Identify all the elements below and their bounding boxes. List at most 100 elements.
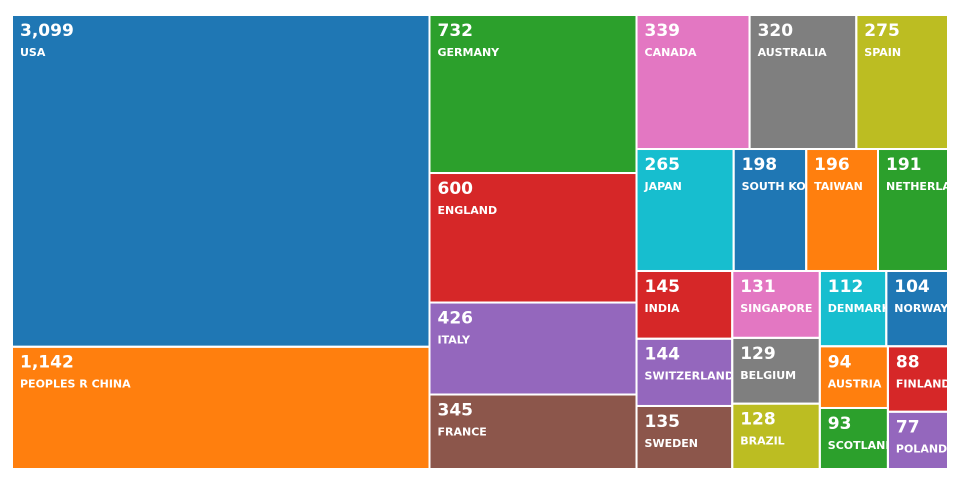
tile-value: 112 [828,277,864,297]
tile-value: 320 [758,21,794,41]
tile-rect [430,16,636,173]
tile-rect [888,412,947,468]
tile-value: 339 [645,21,681,41]
tile: 198 SOUTH KOREA [734,150,831,270]
tile-label: ENGLAND [437,204,497,217]
tile-label: POLAND [896,443,947,456]
tile-label: CANADA [645,46,697,59]
tile-label: INDIA [645,302,681,315]
tile-value: 196 [814,155,850,175]
tile-rect [637,406,732,468]
tile-label: AUSTRALIA [758,46,828,59]
tile: 732 GERMANY [430,16,636,173]
tile: 94 AUSTRIA [820,347,887,407]
tile: 131 SINGAPORE [733,271,819,337]
tile-label: FRANCE [437,426,486,439]
tile: 339 CANADA [637,16,749,149]
tile: 1,142 PEOPLES R CHINA [13,347,429,468]
tile-value: 88 [896,352,920,372]
tile-label: PEOPLES R CHINA [20,378,131,391]
tile-label: SWITZERLAND [645,370,734,383]
tile: 265 JAPAN [637,150,733,270]
tile-value: 426 [437,309,473,329]
tile-rect [857,16,947,149]
tile-value: 191 [886,155,922,175]
tile-rect [733,271,819,337]
tile: 104 NORWAY [887,271,949,346]
tile-value: 198 [742,155,778,175]
tile-label: SPAIN [864,46,901,59]
tile-rect [430,303,636,394]
tile: 345 FRANCE [430,395,636,468]
tile-label: USA [20,46,46,59]
tile-label: SINGAPORE [740,302,812,315]
tile-value: 3,099 [20,21,74,41]
tile-label: NORWAY [894,302,949,315]
tile: 144 SWITZERLAND [637,339,734,405]
tile-rect [637,271,732,338]
tile: 112 DENMARK [820,271,891,346]
tile: 135 SWEDEN [637,406,732,468]
tile: 191 NETHERLANDS [879,150,963,270]
tile: 128 BRAZIL [733,404,819,468]
tile-label: AUSTRIA [828,377,882,390]
tile-value: 732 [437,21,473,41]
tile-value: 265 [645,155,681,175]
tile-value: 104 [894,277,930,297]
tile-value: 128 [740,410,776,430]
tile: 426 ITALY [430,303,636,394]
tile-label: BRAZIL [740,435,784,448]
tile-rect [430,395,636,468]
tile-label: NETHERLANDS [886,180,963,193]
tile-value: 129 [740,344,776,364]
tile-label: FINLAND [896,377,951,390]
tile-value: 345 [437,401,473,421]
tile: 145 INDIA [637,271,732,338]
tile-label: SWEDEN [645,437,698,450]
tile-rect [888,347,947,411]
tile-value: 77 [896,418,920,438]
tile-rect [430,174,636,302]
tile-rect [820,347,887,407]
tile-rect [734,150,806,270]
tile-label: DENMARK [828,302,891,315]
tile-value: 93 [828,414,852,434]
tile: 320 AUSTRALIA [750,16,856,149]
tile-rect [637,150,733,270]
tile-value: 131 [740,277,776,297]
tile-rect [733,338,819,403]
tile: 3,099 USA [13,16,429,346]
tile-label: JAPAN [644,180,682,193]
tile: 93 SCOTLAND [820,408,895,468]
tile-rect [820,271,886,346]
tile-value: 1,142 [20,353,74,373]
tile: 77 POLAND [888,412,947,468]
tile-rect [820,408,887,468]
tile-label: BELGIUM [740,369,796,382]
tile: 196 TAIWAN [807,150,878,270]
tile-rect [733,404,819,468]
tile-rect [887,271,947,346]
tile: 600 ENGLAND [430,174,636,302]
tile-value: 94 [828,352,852,372]
tile-value: 600 [437,179,473,199]
tile-rect [637,16,749,149]
tile-rect [13,16,429,346]
tile: 129 BELGIUM [733,338,819,403]
tile-value: 144 [645,345,681,365]
tile-label: SCOTLAND [828,439,895,452]
tile-value: 145 [645,277,681,297]
tile-rect [750,16,856,149]
tile-rect [13,347,429,468]
tile-label: SOUTH KOREA [742,180,831,193]
tile: 88 FINLAND [888,347,951,411]
tile-value: 135 [645,412,681,432]
tile: 275 SPAIN [857,16,947,149]
tile-rect [637,339,732,405]
tile-label: ITALY [437,334,471,347]
tile-value: 275 [864,21,900,41]
tile-label: TAIWAN [814,180,863,193]
tile-rect [879,150,947,270]
